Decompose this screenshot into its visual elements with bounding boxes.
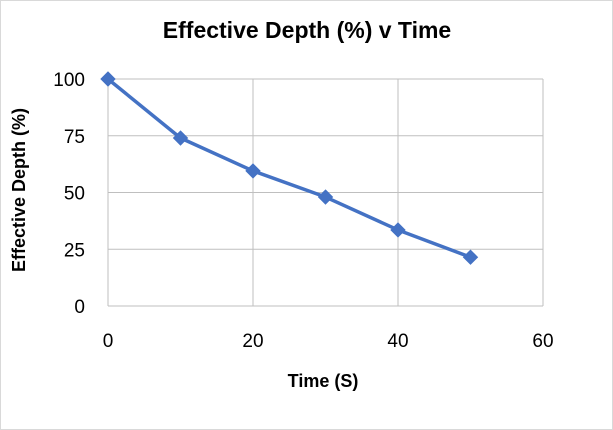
data-point-3 (317, 189, 334, 205)
x-axis-label: Time (S) (288, 371, 359, 391)
chart-title: Effective Depth (%) v Time (163, 17, 451, 43)
data-point-0 (100, 71, 116, 87)
y-tick-label-100: 100 (53, 70, 85, 91)
data-point-4 (390, 222, 406, 238)
y-tick-label-25: 25 (64, 240, 85, 261)
y-tick-label-75: 75 (64, 127, 85, 148)
y-tick-label-50: 50 (64, 184, 85, 205)
data-point-2 (245, 163, 261, 179)
data-point-1 (172, 130, 189, 146)
data-point-5 (462, 249, 479, 265)
x-tick-label-60: 60 (532, 331, 553, 352)
y-tick-label-0: 0 (74, 297, 85, 318)
series-line-0 (106, 77, 473, 259)
y-axis-label: Effective Depth (%) (9, 108, 29, 272)
gridlines (107, 78, 544, 307)
tick-labels: 0 25 50 75 100 0 20 40 60 (53, 70, 553, 352)
series (100, 71, 479, 265)
x-tick-label-40: 40 (387, 331, 408, 352)
x-tick-label-20: 20 (242, 331, 263, 352)
x-tick-label-0: 0 (103, 331, 114, 352)
